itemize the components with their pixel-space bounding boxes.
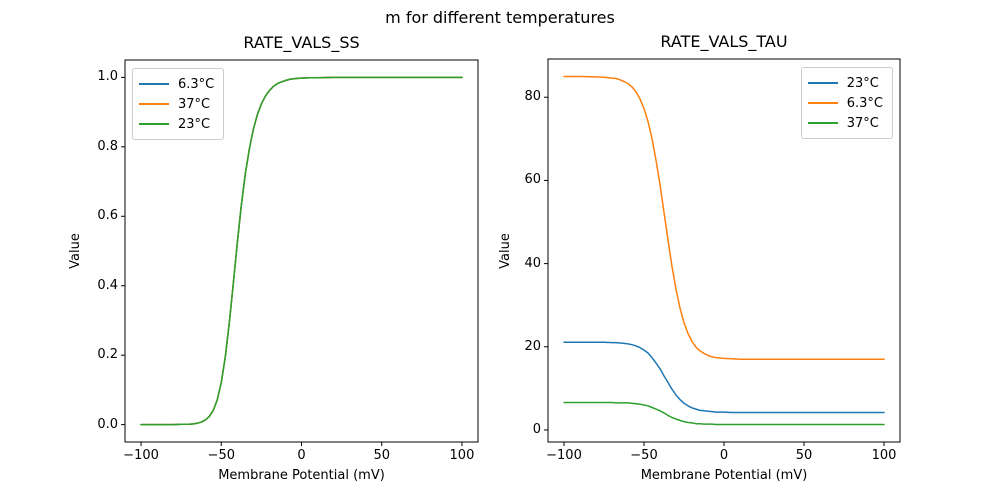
legend-line-swatch (807, 122, 838, 124)
legend-line-swatch (139, 123, 169, 125)
figure-suptitle: m for different temperatures (385, 8, 615, 27)
x-tick-label: −50 (207, 448, 235, 463)
x-tick-label: 100 (871, 448, 897, 463)
series-line-23°C (140, 76, 463, 426)
legend-label: 6.3°C (846, 95, 883, 111)
x-tick-label: 0 (297, 448, 306, 463)
x-tick-label: −100 (546, 448, 582, 463)
legend-label: 23°C (178, 116, 211, 132)
plot-ss-title: RATE_VALS_SS (243, 33, 360, 52)
legend-label: 37°C (178, 96, 211, 112)
legend-entry: 37°C (807, 113, 883, 133)
y-tick-label: 0.2 (97, 347, 118, 363)
plot-ss-ylabel: Value (68, 233, 83, 269)
x-tick-label: −50 (630, 448, 658, 463)
legend-entry: 23°C (139, 114, 214, 134)
y-tick-label: 0.4 (97, 277, 118, 293)
legend-entry: 37°C (139, 94, 214, 114)
y-tick-label: 0.0 (97, 416, 118, 432)
y-tick-label: 0.8 (97, 138, 118, 154)
legend-line-swatch (139, 83, 169, 85)
legend-entry: 6.3°C (807, 93, 883, 113)
y-tick-label: 20 (524, 338, 541, 354)
y-tick-label: 60 (524, 172, 541, 188)
x-tick-label: 50 (373, 448, 390, 463)
legend-label: 37°C (846, 115, 879, 131)
legend-label: 23°C (846, 75, 879, 91)
plot-tau-xlabel: Membrane Potential (mV) (640, 468, 808, 483)
legend-box: 23°C 6.3°C 37°C (800, 67, 893, 139)
series-line-23°C (563, 341, 885, 414)
legend-line-swatch (139, 103, 169, 105)
series-line-6.3°C (563, 75, 885, 360)
legend-entry: 6.3°C (139, 74, 214, 94)
plot-ss-xlabel: Membrane Potential (mV) (218, 468, 385, 483)
y-tick-label: 1.0 (97, 69, 118, 85)
plot-tau-title: RATE_VALS_TAU (660, 32, 788, 51)
legend-entry: 23°C (807, 73, 883, 93)
y-tick-label: 40 (524, 255, 541, 271)
legend-line-swatch (807, 82, 838, 84)
legend-box: 6.3°C 37°C 23°C (132, 68, 225, 140)
x-tick-label: 50 (795, 448, 813, 463)
series-line-37°C (563, 401, 885, 426)
x-tick-label: 0 (719, 448, 729, 463)
legend-label: 6.3°C (178, 76, 215, 92)
y-tick-label: 80 (524, 89, 541, 105)
y-tick-label: 0.6 (97, 208, 118, 224)
x-tick-label: −100 (123, 448, 159, 463)
legend-line-swatch (807, 102, 838, 104)
x-tick-label: 100 (449, 448, 475, 463)
y-tick-label: 0 (532, 421, 541, 437)
